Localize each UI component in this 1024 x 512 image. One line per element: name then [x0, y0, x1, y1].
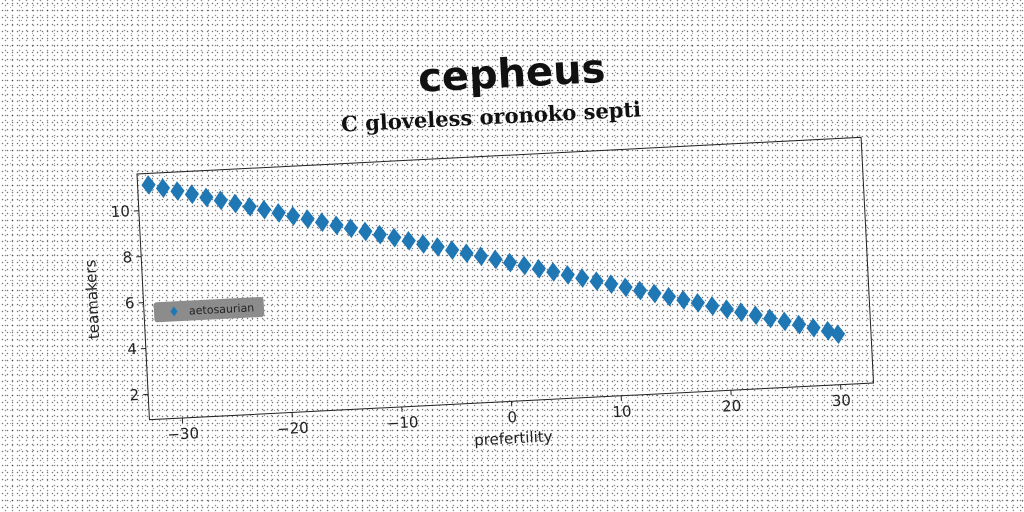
data-point — [647, 283, 662, 304]
data-point — [170, 181, 185, 201]
data-point — [416, 234, 431, 254]
data-point — [459, 243, 474, 264]
y-tick-label: 8 — [122, 248, 132, 266]
data-point — [517, 255, 532, 276]
x-tick-label: 10 — [612, 402, 632, 421]
data-point — [430, 237, 445, 257]
data-point — [820, 320, 836, 341]
data-point — [257, 199, 272, 220]
y-tick-label: 2 — [129, 386, 139, 404]
legend-label: aetosaurian — [189, 301, 255, 317]
x-tick-label: 30 — [831, 391, 851, 410]
data-point — [228, 193, 243, 214]
data-point — [184, 184, 200, 205]
data-point — [314, 212, 330, 233]
data-point — [213, 190, 228, 211]
data-point — [806, 317, 821, 338]
data-point — [705, 296, 720, 316]
data-point — [286, 206, 301, 226]
data-point — [242, 196, 257, 217]
data-point — [141, 175, 156, 195]
data-point — [661, 286, 677, 307]
data-point — [358, 221, 373, 242]
x-tick-label: 0 — [507, 408, 517, 426]
data-point — [300, 209, 315, 229]
data-point — [791, 314, 807, 335]
x-tick-label: −10 — [386, 413, 419, 433]
data-point — [546, 262, 561, 282]
y-tick-label: 6 — [125, 294, 135, 312]
legend-box — [153, 297, 265, 323]
data-point — [531, 258, 546, 279]
data-point — [719, 299, 734, 320]
legend-marker — [170, 306, 178, 317]
data-point — [734, 302, 749, 322]
x-tick-label: −30 — [167, 424, 200, 444]
data-point — [830, 324, 846, 345]
data-point — [589, 271, 604, 292]
data-point — [690, 292, 705, 313]
data-point — [271, 203, 286, 223]
data-point — [560, 265, 575, 285]
x-axis-label: prefertility — [474, 427, 553, 449]
data-point — [445, 240, 460, 260]
data-point — [473, 246, 489, 267]
data-point — [401, 230, 416, 251]
data-point — [618, 277, 633, 298]
data-point — [632, 280, 648, 301]
plot-frame — [136, 136, 875, 421]
data-point — [777, 311, 792, 332]
y-tick-label: 10 — [110, 202, 130, 221]
data-point — [387, 227, 402, 248]
data-point — [676, 290, 691, 310]
y-tick-label: 4 — [127, 340, 137, 358]
x-tick-label: 20 — [722, 397, 742, 416]
data-point — [372, 224, 387, 245]
data-point — [343, 218, 359, 239]
data-point — [502, 252, 518, 273]
data-point — [604, 274, 619, 295]
data-point — [748, 305, 763, 326]
x-tick-label: −20 — [277, 419, 310, 439]
data-point — [488, 249, 503, 270]
chart-title: C gloveless oronoko septi — [340, 96, 641, 136]
data-point — [199, 187, 214, 208]
data-point — [575, 268, 590, 288]
data-point — [155, 178, 171, 198]
data-point — [763, 308, 778, 329]
plot-group: C gloveless oronoko septi −30 −20 −10 0 10 20 3… — [81, 96, 875, 449]
y-axis-label: teamakers — [81, 259, 103, 339]
data-point — [329, 215, 344, 236]
